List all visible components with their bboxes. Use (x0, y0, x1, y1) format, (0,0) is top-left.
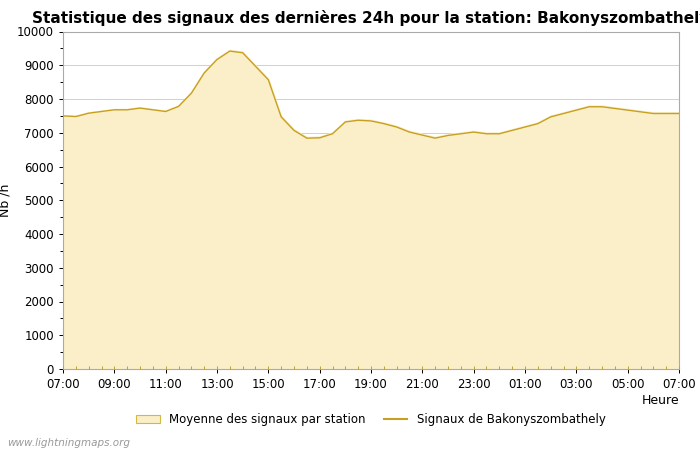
Title: Statistique des signaux des dernières 24h pour la station: Bakonyszombathely: Statistique des signaux des dernières 24… (32, 10, 700, 26)
X-axis label: Heure: Heure (641, 394, 679, 407)
Y-axis label: Nb /h: Nb /h (0, 184, 11, 217)
Text: www.lightningmaps.org: www.lightningmaps.org (7, 438, 130, 448)
Legend: Moyenne des signaux par station, Signaux de Bakonyszombathely: Moyenne des signaux par station, Signaux… (132, 408, 610, 431)
